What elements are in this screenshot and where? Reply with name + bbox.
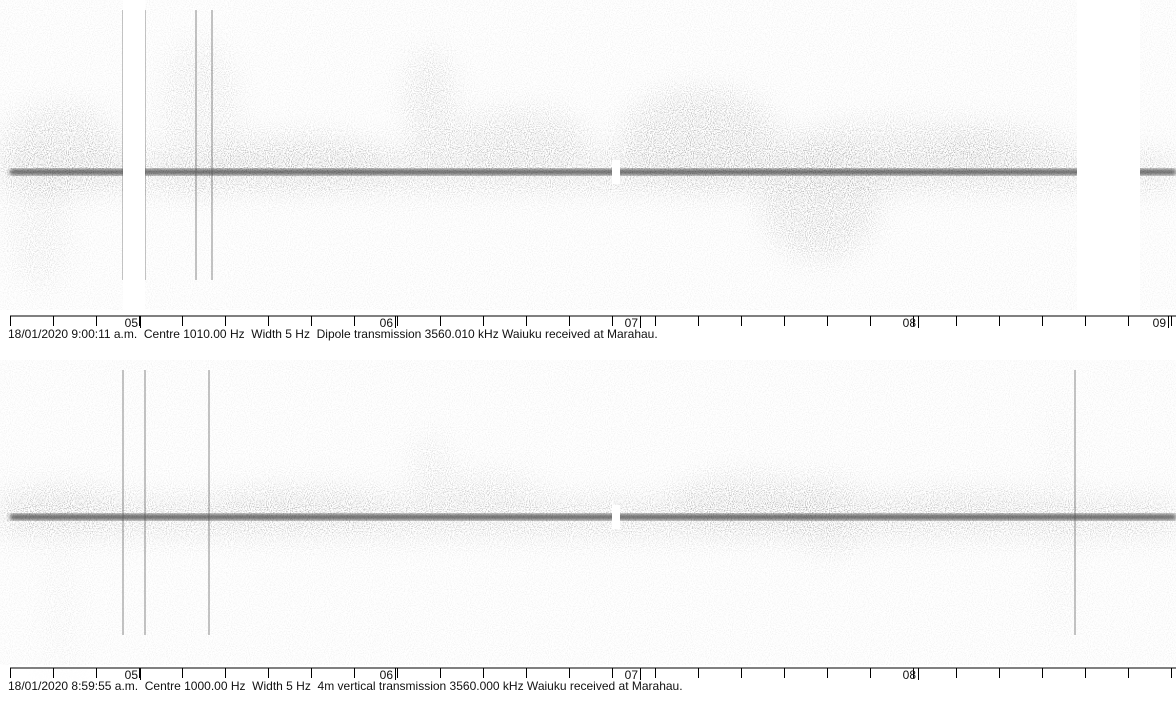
spike <box>211 10 213 280</box>
gap <box>612 505 620 529</box>
time-label: 05 <box>125 316 139 330</box>
spike <box>122 370 124 635</box>
spike <box>1074 370 1076 635</box>
time-label: 06 <box>380 316 394 330</box>
gap <box>123 0 145 310</box>
spread <box>405 50 455 170</box>
noise-field <box>0 360 1176 680</box>
gap <box>1077 0 1140 310</box>
time-label: 07 <box>625 316 639 330</box>
carrier-line <box>10 169 1176 175</box>
spectrogram-panel: 05 06 07 08 09 18/01/2020 9:00:11 a.m. Centre… <box>0 0 1176 341</box>
spectrogram-panel: 05 06 07 08 18/01/2020 8:59:55 a.m. Centre 1… <box>0 360 1176 693</box>
spike <box>144 370 146 635</box>
spike <box>208 370 210 635</box>
time-label: 09 <box>1153 316 1167 330</box>
time-label: 08 <box>903 316 917 330</box>
caption: 18/01/2020 9:00:11 a.m. Centre 1010.00 H… <box>8 327 658 341</box>
spread <box>10 170 70 290</box>
spread <box>48 520 72 680</box>
gap <box>612 160 620 184</box>
time-label: 07 <box>625 668 639 682</box>
spread <box>410 435 450 505</box>
carrier-line <box>10 514 1176 520</box>
time-label: 06 <box>380 668 394 682</box>
spike <box>195 10 197 280</box>
noise-field <box>0 0 1176 310</box>
caption: 18/01/2020 8:59:55 a.m. Centre 1000.00 H… <box>8 679 683 693</box>
time-label: 05 <box>125 668 139 682</box>
time-label: 08 <box>903 668 917 682</box>
